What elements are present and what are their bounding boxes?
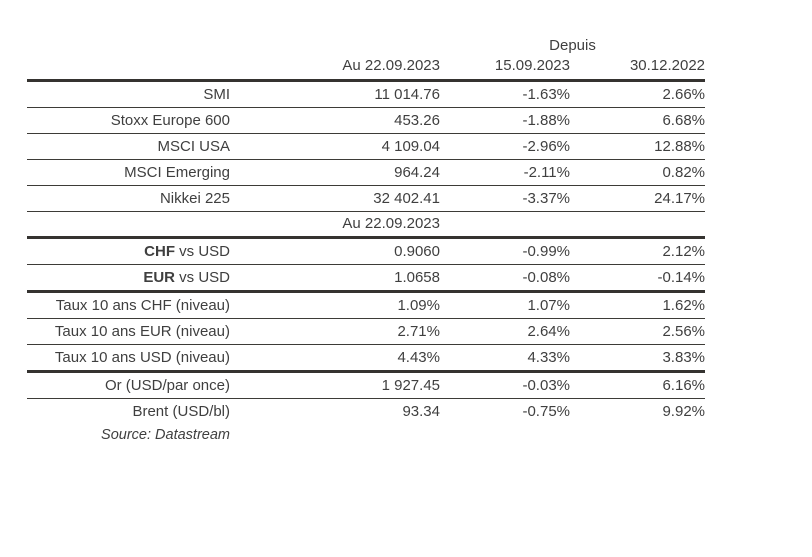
column-header-row: Au 22.09.2023 15.09.2023 30.12.2022 xyxy=(27,56,706,81)
row-label: Brent (USD/bl) xyxy=(132,403,230,420)
row-value: 4.43% xyxy=(397,349,440,366)
spacer-cell xyxy=(570,212,705,238)
table-row-msci-emerging: MSCI Emerging 964.24 -2.11% 0.82% xyxy=(27,160,706,186)
row-since2: 6.16% xyxy=(662,377,706,394)
table-row-or: Or (USD/par once) 1 927.45 -0.03% 6.16% xyxy=(27,372,706,399)
currency-rest: vs USD xyxy=(174,269,230,286)
row-since2: 24.17% xyxy=(654,190,706,207)
row-since2: 6.68% xyxy=(662,112,706,129)
row-value: 4 109.04 xyxy=(381,138,440,155)
currency-code: EUR xyxy=(143,269,175,286)
spacer-cell xyxy=(440,212,570,238)
table-row-taux-chf: Taux 10 ans CHF (niveau) 1.09% 1.07% 1.6… xyxy=(27,292,706,319)
row-since1: -0.99% xyxy=(522,243,570,260)
row-value: 453.26 xyxy=(394,112,440,129)
row-since2: 2.66% xyxy=(662,86,706,103)
row-value: 93.34 xyxy=(402,403,440,420)
market-data-table: Depuis Au 22.09.2023 15.09.2023 30.12.20… xyxy=(27,36,706,443)
row-value: 11 014.76 xyxy=(374,86,440,103)
table-row-taux-eur: Taux 10 ans EUR (niveau) 2.71% 2.64% 2.5… xyxy=(27,319,706,345)
row-since1: -0.08% xyxy=(522,269,570,286)
row-since2: 12.88% xyxy=(654,138,706,155)
spacer-cell xyxy=(27,56,230,81)
row-since1: 1.07% xyxy=(527,297,570,314)
spacer-cell xyxy=(570,424,705,443)
row-label: CHF vs USD xyxy=(27,238,230,265)
row-value: 1.09% xyxy=(397,297,440,314)
row-since1: 4.33% xyxy=(527,349,570,366)
row-label: Stoxx Europe 600 xyxy=(110,112,230,129)
col-header-since-15-09: 15.09.2023 xyxy=(494,57,570,74)
row-value: 32 402.41 xyxy=(373,190,440,207)
row-since2: -0.14% xyxy=(657,269,706,286)
col-header-value: Au 22.09.2023 xyxy=(342,57,440,74)
table-row-chf-usd: CHF vs USD 0.9060 -0.99% 2.12% xyxy=(27,238,706,265)
row-since2: 1.62% xyxy=(662,297,706,314)
row-since1: -2.11% xyxy=(523,164,570,181)
row-label: Taux 10 ans CHF (niveau) xyxy=(55,297,230,314)
spacer-cell xyxy=(27,212,230,238)
row-since2: 0.82% xyxy=(662,164,706,181)
row-since2: 3.83% xyxy=(662,349,706,366)
row-since1: -0.03% xyxy=(522,377,570,394)
row-since1: -3.37% xyxy=(522,190,570,207)
depuis-header: Depuis xyxy=(549,37,596,54)
row-label: MSCI USA xyxy=(157,138,230,155)
depuis-header-row: Depuis xyxy=(27,36,705,56)
table-row-stoxx: Stoxx Europe 600 453.26 -1.88% 6.68% xyxy=(27,108,706,134)
currency-rest: vs USD xyxy=(174,243,230,260)
table-row-msci-usa: MSCI USA 4 109.04 -2.96% 12.88% xyxy=(27,134,706,160)
table-row-taux-usd: Taux 10 ans USD (niveau) 4.43% 4.33% 3.8… xyxy=(27,345,706,372)
row-since1: -1.63% xyxy=(522,86,570,103)
row-label: Taux 10 ans USD (niveau) xyxy=(54,349,230,366)
table-row-smi: SMI 11 014.76 -1.63% 2.66% xyxy=(27,81,706,108)
row-value: 2.71% xyxy=(397,323,440,340)
row-since2: 2.56% xyxy=(662,323,706,340)
currency-code: CHF xyxy=(144,243,175,260)
row-label: Or (USD/par once) xyxy=(104,377,230,394)
row-since2: 2.12% xyxy=(662,243,706,260)
source-row: Source: Datastream xyxy=(27,424,705,443)
row-label: SMI xyxy=(203,86,230,103)
row-since1: 2.64% xyxy=(527,323,570,340)
subheader-date: Au 22.09.2023 xyxy=(342,215,440,232)
row-label: MSCI Emerging xyxy=(124,164,230,181)
row-value: 0.9060 xyxy=(394,243,440,260)
row-since1: -1.88% xyxy=(522,112,570,129)
table-row-eur-usd: EUR vs USD 1.0658 -0.08% -0.14% xyxy=(27,265,706,292)
table-row-nikkei: Nikkei 225 32 402.41 -3.37% 24.17% xyxy=(27,186,706,212)
row-value: 1 927.45 xyxy=(381,377,440,394)
row-since2: 9.92% xyxy=(662,403,706,420)
row-since1: -2.96% xyxy=(522,138,570,155)
row-value: 1.0658 xyxy=(394,269,440,286)
spacer-cell xyxy=(230,424,440,443)
spacer-cell xyxy=(440,424,570,443)
spacer-cell xyxy=(27,36,440,56)
row-label: EUR vs USD xyxy=(27,265,230,292)
row-label: Taux 10 ans EUR (niveau) xyxy=(54,323,230,340)
source-note: Source: Datastream xyxy=(101,427,230,443)
col-header-since-30-12: 30.12.2022 xyxy=(629,57,706,74)
row-label: Nikkei 225 xyxy=(159,190,230,207)
row-since1: -0.75% xyxy=(522,403,570,420)
table-row-brent: Brent (USD/bl) 93.34 -0.75% 9.92% xyxy=(27,399,705,425)
row-value: 964.24 xyxy=(394,164,440,181)
subheader-row: Au 22.09.2023 xyxy=(27,212,706,238)
